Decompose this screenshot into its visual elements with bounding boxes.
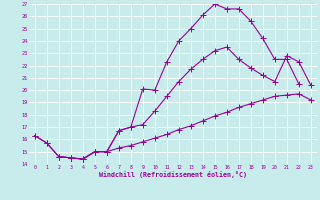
X-axis label: Windchill (Refroidissement éolien,°C): Windchill (Refroidissement éolien,°C) (99, 171, 247, 178)
